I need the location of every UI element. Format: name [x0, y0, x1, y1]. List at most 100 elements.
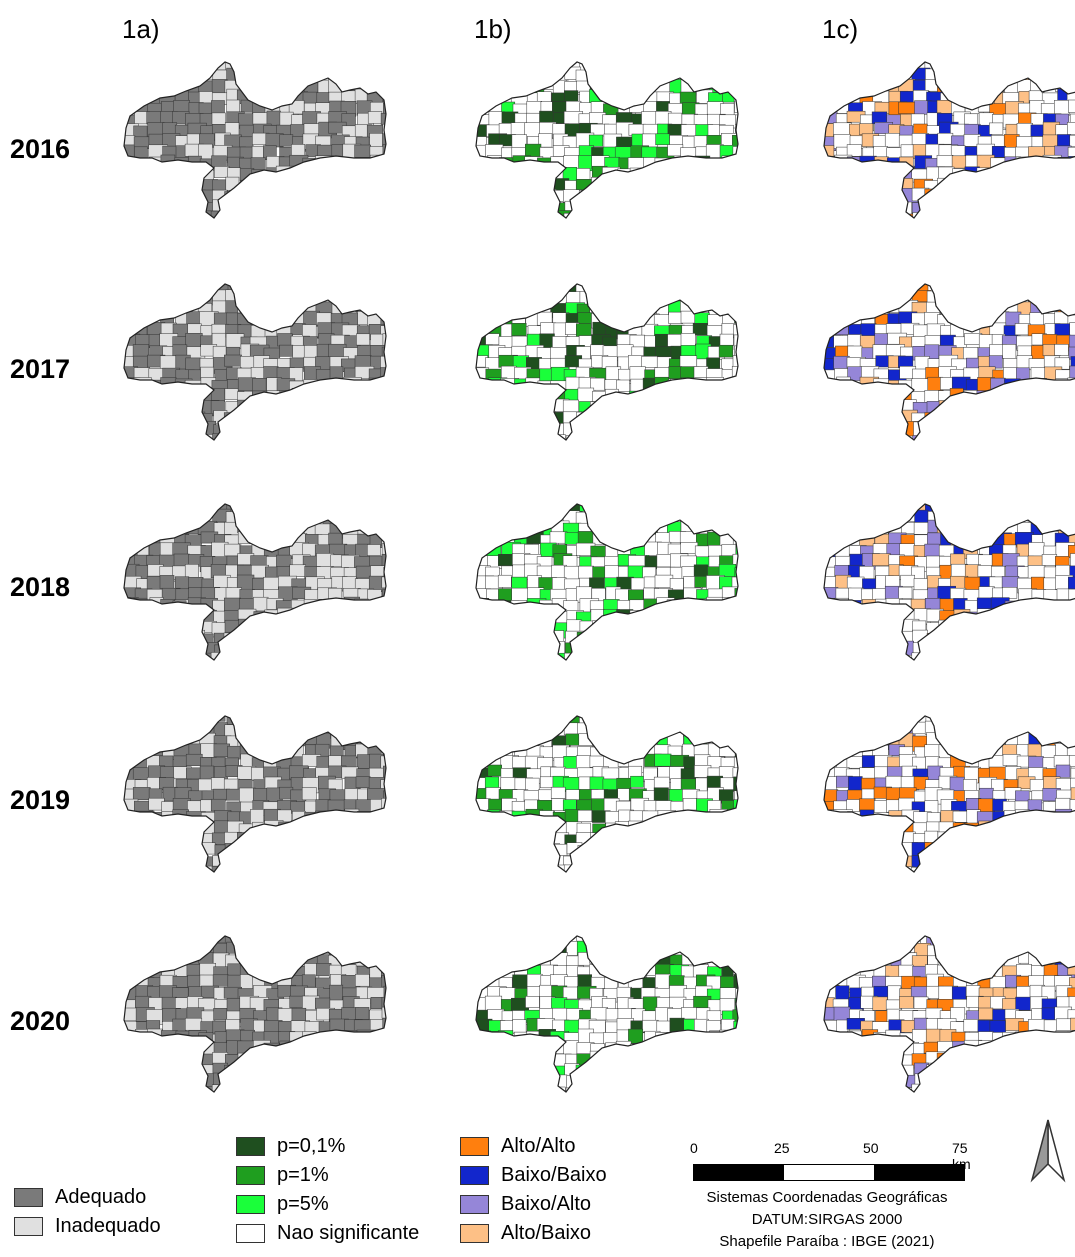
municipality	[1016, 504, 1033, 513]
municipality	[486, 190, 504, 204]
municipality	[382, 622, 386, 637]
municipality	[1069, 600, 1075, 613]
legend-label: Inadequado	[55, 1215, 161, 1237]
municipality	[953, 504, 971, 515]
municipality	[988, 720, 1006, 736]
municipality	[184, 1053, 200, 1067]
municipality	[1042, 1032, 1059, 1049]
municipality	[669, 843, 689, 859]
municipality	[885, 421, 902, 436]
municipality	[874, 1053, 891, 1068]
municipality	[132, 344, 150, 358]
municipality	[1031, 576, 1045, 591]
municipality	[1042, 600, 1059, 614]
municipality	[733, 809, 738, 825]
municipality	[124, 944, 142, 958]
municipality	[631, 652, 650, 660]
municipality	[833, 607, 849, 621]
municipality	[965, 314, 982, 329]
municipality	[304, 652, 323, 660]
municipality	[977, 301, 995, 315]
municipality	[978, 1007, 994, 1020]
municipality	[654, 413, 670, 428]
municipality	[381, 811, 386, 828]
municipality	[656, 843, 673, 857]
municipality	[924, 1084, 942, 1092]
municipality	[1070, 401, 1075, 417]
municipality	[485, 1075, 501, 1092]
municipality	[669, 822, 686, 835]
municipality	[305, 716, 326, 727]
municipality	[846, 402, 860, 417]
municipality	[670, 284, 689, 292]
municipality	[226, 423, 241, 436]
municipality	[279, 842, 296, 856]
municipality	[1068, 588, 1075, 603]
municipality	[670, 68, 687, 80]
municipality	[824, 432, 839, 440]
municipality	[512, 1019, 527, 1034]
state-border	[123, 715, 387, 873]
year-label-2018: 2018	[10, 572, 71, 602]
municipality	[721, 1074, 736, 1087]
municipality	[720, 716, 737, 727]
municipality	[951, 300, 969, 317]
municipality	[1018, 62, 1038, 71]
municipality	[949, 619, 964, 634]
municipality	[1055, 856, 1070, 872]
municipality	[577, 643, 597, 657]
municipality	[497, 510, 515, 527]
municipality	[476, 722, 493, 739]
municipality	[859, 168, 875, 182]
municipality	[1027, 721, 1043, 735]
municipality	[124, 520, 136, 534]
municipality	[1066, 833, 1075, 850]
scale-ticks: 0 25 50 75 km	[690, 1140, 990, 1172]
municipality	[642, 167, 659, 183]
municipality	[485, 618, 505, 633]
municipality	[511, 303, 526, 320]
municipality	[654, 504, 673, 512]
municipality	[628, 744, 644, 761]
municipality	[487, 965, 505, 979]
municipality	[133, 198, 151, 212]
municipality	[657, 1053, 673, 1067]
municipality	[370, 1032, 386, 1047]
municipality	[885, 289, 906, 305]
municipality	[368, 1061, 385, 1075]
municipality	[1044, 1041, 1061, 1054]
map-1c-2018	[823, 503, 1075, 661]
municipality	[1014, 832, 1034, 847]
municipality	[1042, 509, 1058, 524]
municipality	[847, 831, 863, 845]
municipality	[964, 113, 979, 126]
municipality	[124, 855, 139, 868]
municipality	[641, 199, 657, 212]
municipality	[252, 653, 269, 660]
municipality	[187, 511, 202, 524]
municipality	[292, 511, 307, 525]
municipality	[355, 504, 371, 514]
municipality	[134, 1040, 154, 1054]
municipality	[1043, 831, 1062, 844]
municipality	[160, 154, 176, 171]
municipality	[978, 716, 994, 728]
municipality	[592, 843, 609, 859]
municipality	[861, 1029, 879, 1046]
municipality	[1054, 1054, 1068, 1069]
municipality	[735, 716, 738, 728]
municipality	[124, 434, 138, 440]
municipality	[304, 178, 320, 192]
municipality	[370, 410, 386, 424]
municipality	[1015, 600, 1034, 613]
municipality	[1069, 811, 1075, 827]
municipality	[1015, 1031, 1030, 1047]
municipality	[962, 1075, 979, 1089]
municipality	[617, 409, 634, 424]
municipality	[861, 1042, 877, 1058]
municipality	[696, 421, 714, 437]
municipality	[149, 942, 165, 957]
municipality	[476, 853, 491, 867]
municipality-cells	[824, 716, 1075, 872]
municipality	[133, 211, 152, 218]
